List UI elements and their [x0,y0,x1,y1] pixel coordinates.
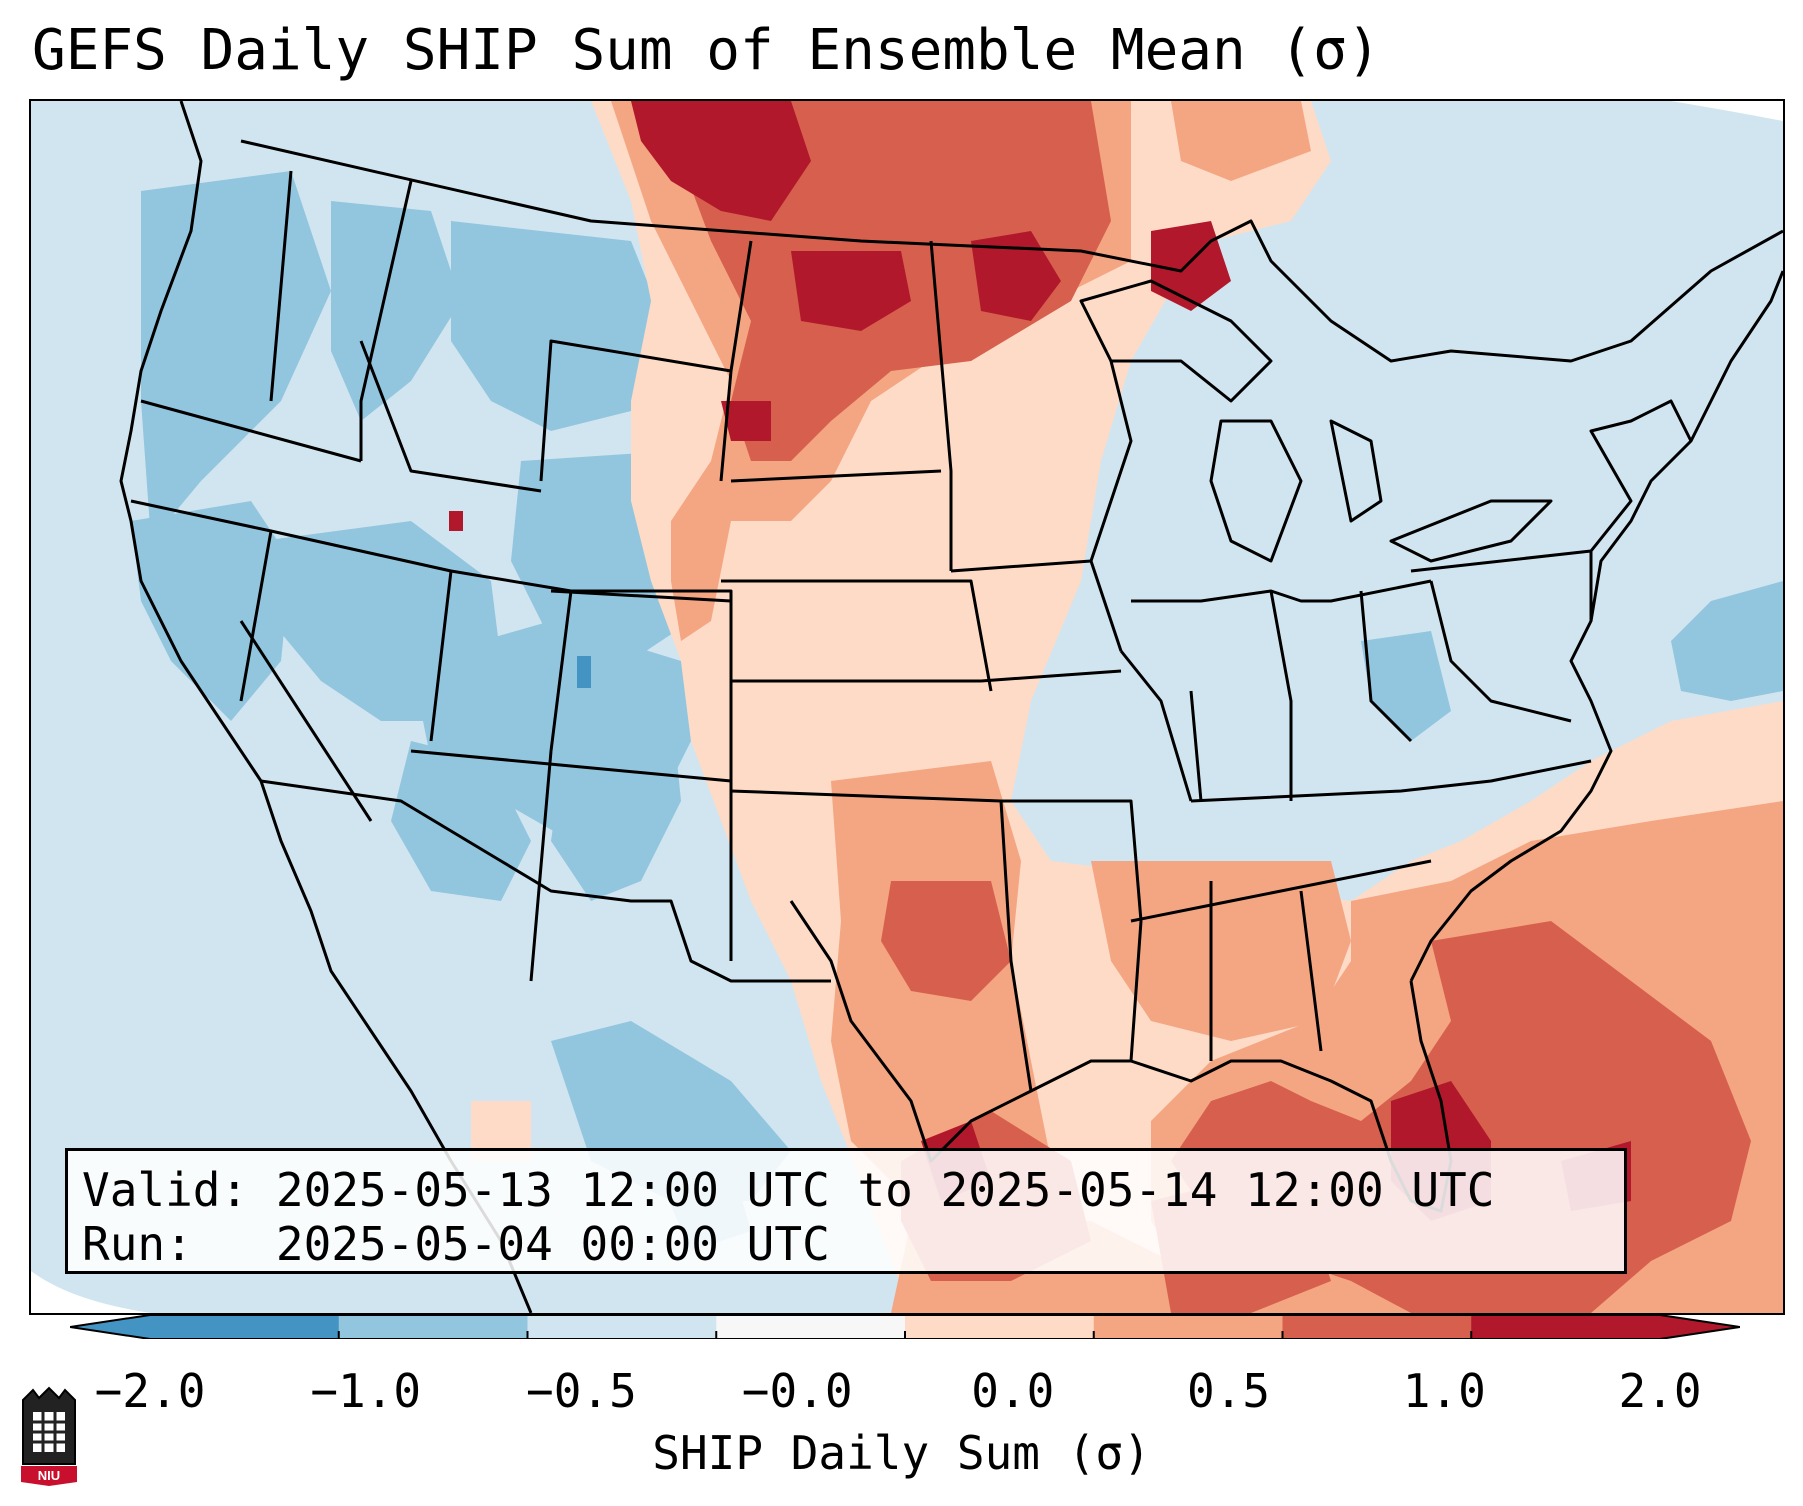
colorbar-segment [338,1315,528,1339]
colorbar-tick-label: 2.0 [1618,1364,1702,1418]
projection-edge-top-right [1671,101,1783,121]
colorbar-segment [150,1315,340,1339]
colorbar-segment [1282,1315,1472,1339]
map-canvas [31,101,1783,1313]
niu-logo: NIU [21,1386,77,1486]
colorbar-extend-low [70,1315,150,1339]
chart-title: GEFS Daily SHIP Sum of Ensemble Mean (σ) [32,18,1381,83]
colorbar-tick-label: −0.5 [526,1364,637,1418]
projection-edge-bottom-left [31,1271,151,1313]
valid-run-info-box: Valid: 2025-05-13 12:00 UTC to 2025-05-1… [65,1148,1627,1274]
colorbar-segment [716,1315,906,1339]
colorbar-segment [1093,1315,1283,1339]
colorbar [70,1315,1740,1339]
strong-negative-anomaly [577,656,591,688]
run-label: Run: [82,1217,193,1271]
colorbar-segment [1471,1315,1661,1339]
colorbar-tick-label: −0.0 [741,1364,853,1418]
colorbar-segment [905,1315,1095,1339]
valid-time: 2025-05-13 12:00 UTC to 2025-05-14 12:00… [275,1163,1495,1217]
colorbar-segments [70,1315,1740,1339]
colorbar-tick-label: −1.0 [310,1364,422,1418]
svg-text:NIU: NIU [38,1468,60,1483]
run-time: 2025-05-04 00:00 UTC [275,1217,830,1271]
map-panel [29,99,1785,1315]
negative-anomaly-field [131,171,1783,1313]
colorbar-tick-label: −2.0 [94,1364,206,1418]
colorbar-extend-high [1660,1315,1740,1339]
colorbar-tick-label: 0.5 [1187,1364,1271,1418]
colorbar-label: SHIP Daily Sum (σ) [652,1426,1151,1480]
valid-label: Valid: [82,1163,249,1217]
colorbar-tick-label: 0.0 [971,1364,1055,1418]
colorbar-segment [527,1315,717,1339]
colorbar-tick-label: 1.0 [1402,1364,1486,1418]
